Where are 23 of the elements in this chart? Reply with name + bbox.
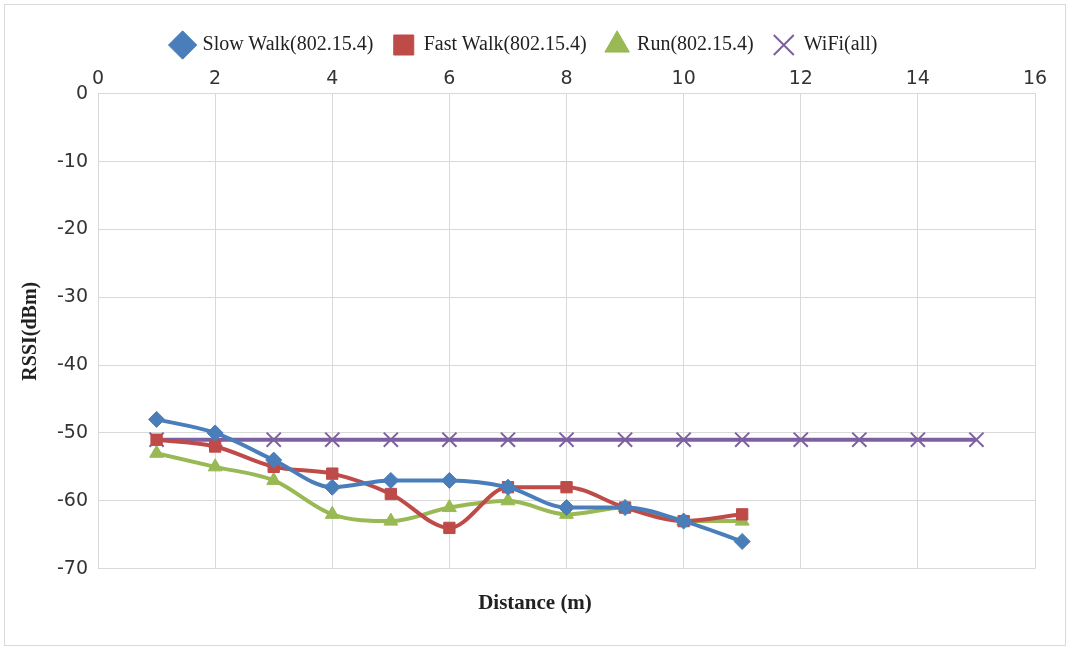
y-tick-label: -10 (56, 148, 89, 171)
y-tick-label: -40 (56, 352, 89, 375)
x-axis-title: Distance (m) (477, 590, 593, 615)
legend-label: WiFi(all) (803, 32, 878, 56)
x-tick-label: 0 (91, 66, 105, 89)
y-tick-label: -70 (56, 555, 89, 578)
x-tick-label: 12 (788, 66, 813, 89)
y-tick-label: 0 (75, 80, 89, 103)
x-tick-label: 2 (209, 66, 222, 89)
legend-label: Run(802.15.4) (637, 32, 754, 56)
legend-label: Slow Walk(802.15.4) (202, 32, 374, 56)
legend-label: Fast Walk(802.15.4) (423, 32, 587, 56)
y-tick-label: -30 (56, 284, 89, 307)
x-tick-label: 14 (905, 66, 930, 89)
y-tick-label: -60 (56, 487, 89, 510)
x-tick-label: 8 (560, 66, 573, 89)
x-tick-label: 6 (443, 66, 456, 89)
x-tick-label: 10 (671, 66, 696, 89)
x-tick-label: 4 (326, 66, 339, 89)
y-axis-title: RSSI(dBm) (18, 281, 42, 381)
x-tick-label: 16 (1022, 66, 1048, 89)
y-tick-label: -20 (56, 216, 89, 239)
y-tick-label: -50 (56, 419, 89, 442)
